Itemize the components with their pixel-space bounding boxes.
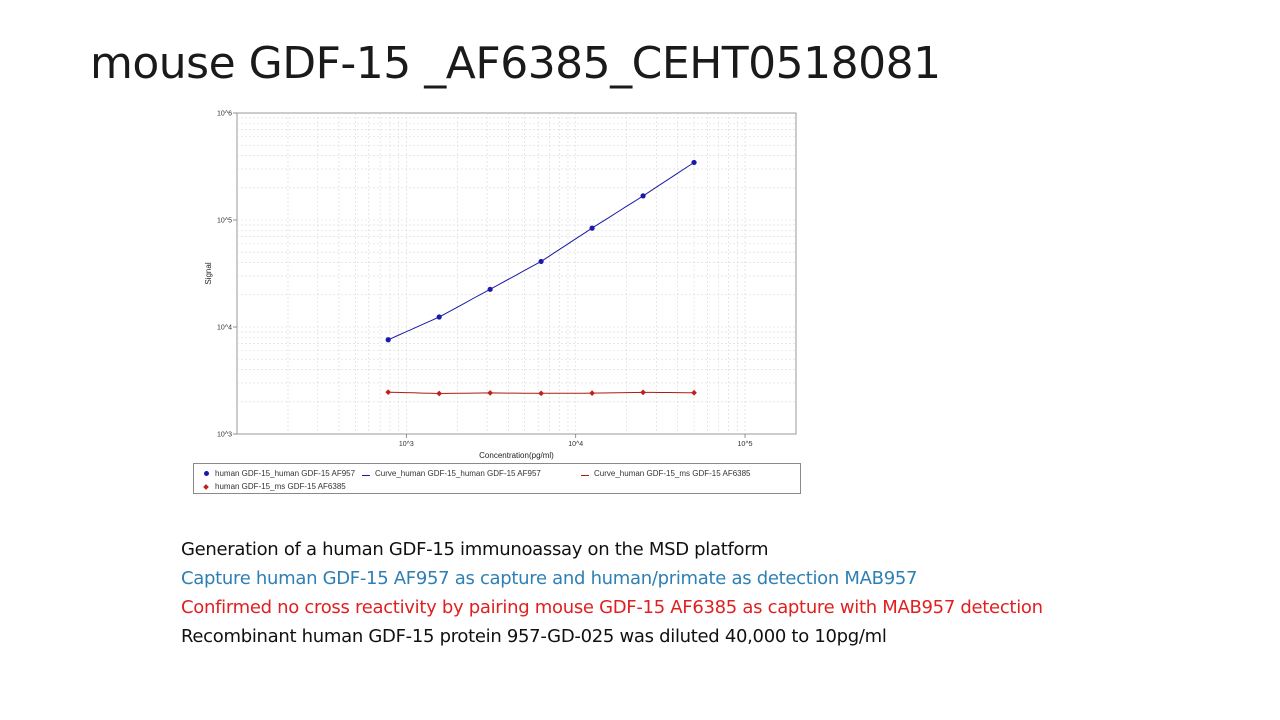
body-line: Generation of a human GDF-15 immunoassay… bbox=[181, 539, 769, 560]
body-line: Confirmed no cross reactivity by pairing… bbox=[181, 597, 1043, 618]
legend-line-marker bbox=[362, 475, 370, 476]
legend-item-curve-human-af957: Curve_human GDF-15_human GDF-15 AF957 bbox=[360, 469, 541, 478]
data-point bbox=[589, 225, 595, 231]
y-tick-label: 10^6 bbox=[217, 111, 232, 118]
data-point bbox=[487, 286, 493, 292]
legend-item-human-af957: human GDF-15_human GDF-15 AF957 bbox=[200, 469, 355, 478]
data-point bbox=[385, 337, 391, 343]
data-point bbox=[436, 390, 442, 397]
x-tick-label: 10^3 bbox=[399, 441, 414, 448]
body-line: Capture human GDF-15 AF957 as capture an… bbox=[181, 568, 918, 589]
data-point bbox=[691, 389, 697, 396]
data-point bbox=[436, 314, 442, 320]
data-point bbox=[538, 390, 544, 397]
legend-label: Curve_human GDF-15_human GDF-15 AF957 bbox=[375, 469, 541, 478]
calibration-chart: 10^3 10^4 10^5 10^3 10^4 10^5 10^6 Concentratio… bbox=[204, 111, 797, 460]
data-point bbox=[538, 258, 544, 265]
data-point bbox=[691, 159, 697, 166]
chart-legend: human GDF-15_human GDF-15 AF957 Curve_hu… bbox=[193, 463, 801, 494]
slide-body-text: Generation of a human GDF-15 immunoassay… bbox=[181, 535, 1043, 651]
legend-item-curve-ms-af6385: Curve_human GDF-15_ms GDF-15 AF6385 bbox=[579, 469, 751, 478]
y-axis-label: Signal bbox=[204, 262, 213, 284]
data-point bbox=[640, 389, 646, 396]
legend-label: human GDF-15_human GDF-15 AF957 bbox=[215, 469, 356, 478]
legend-label: human GDF-15_ms GDF-15 AF6385 bbox=[215, 482, 346, 491]
legend-line-marker bbox=[581, 475, 589, 476]
y-tick-label: 10^3 bbox=[217, 432, 232, 439]
x-tick-label: 10^5 bbox=[738, 441, 753, 448]
x-tick-label: 10^4 bbox=[568, 441, 583, 448]
legend-circle-marker bbox=[203, 471, 209, 476]
body-line: Recombinant human GDF-15 protein 957-GD-… bbox=[181, 626, 887, 647]
legend-item-ms-af6385: human GDF-15_ms GDF-15 AF6385 bbox=[200, 482, 346, 491]
plot-area bbox=[236, 112, 797, 435]
y-tick-label: 10^4 bbox=[217, 325, 232, 332]
x-axis-label: Concentration(pg/ml) bbox=[479, 451, 554, 460]
data-point bbox=[640, 193, 646, 199]
data-point bbox=[385, 389, 392, 395]
chart-panel: 10^3 10^4 10^5 10^3 10^4 10^5 10^6 Concentratio… bbox=[193, 108, 803, 498]
legend-label: Curve_human GDF-15_ms GDF-15 AF6385 bbox=[594, 469, 751, 478]
legend-diamond-marker bbox=[203, 484, 209, 490]
data-point bbox=[487, 390, 493, 396]
y-tick-label: 10^5 bbox=[217, 218, 232, 225]
data-point bbox=[589, 390, 595, 396]
slide-title: mouse GDF-15 _AF6385_CEHT0518081 bbox=[90, 38, 941, 89]
